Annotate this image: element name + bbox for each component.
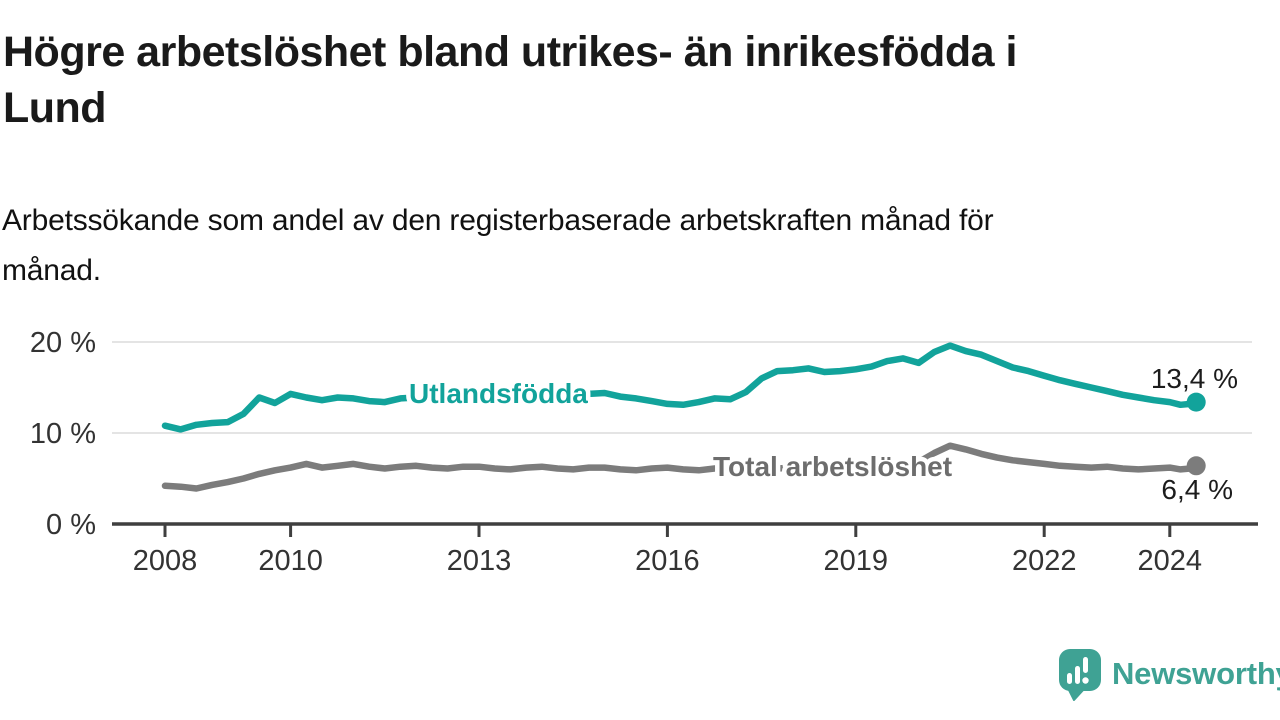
x-tick-label-2024: 2024	[1138, 545, 1203, 577]
series-label-utlandsfodda: Utlandsfödda	[409, 378, 588, 409]
end-value-label-total-arbetsloshet: 6,4 %	[1161, 474, 1233, 505]
end-value-label-utlandsfodda: 13,4 %	[1151, 363, 1238, 394]
endpoint-dot-utlandsfodda	[1186, 392, 1206, 412]
y-tick-label-20: 20 %	[30, 327, 96, 359]
x-tick-label-2010: 2010	[258, 545, 323, 577]
line-total-arbetsloshet	[161, 442, 1200, 492]
branding: Newsworthy	[1058, 647, 1280, 701]
x-tick-label-2013: 2013	[447, 545, 512, 577]
x-tick-label-2008: 2008	[133, 545, 198, 577]
newsworthy-brand-name: Newsworthy	[1112, 656, 1280, 691]
x-tick-label-2016: 2016	[635, 545, 700, 577]
series-label-total-arbetsloshet: Total arbetslöshet	[713, 451, 952, 482]
y-tick-label-10: 10 %	[30, 418, 96, 450]
chart-speech-bubble-icon	[1059, 649, 1101, 701]
y-tick-label-0: 0 %	[46, 509, 96, 541]
page-title: Högre arbetslöshet bland utrikes- än inr…	[3, 28, 1017, 132]
x-tick-label-2022: 2022	[1012, 545, 1077, 577]
x-tick-label-2019: 2019	[824, 545, 889, 577]
endpoint-dot-total-arbetsloshet	[1186, 456, 1206, 476]
line-utlandsfodda	[161, 342, 1200, 433]
page-subtitle: Arbetssökande som andel av den registerb…	[2, 204, 994, 287]
